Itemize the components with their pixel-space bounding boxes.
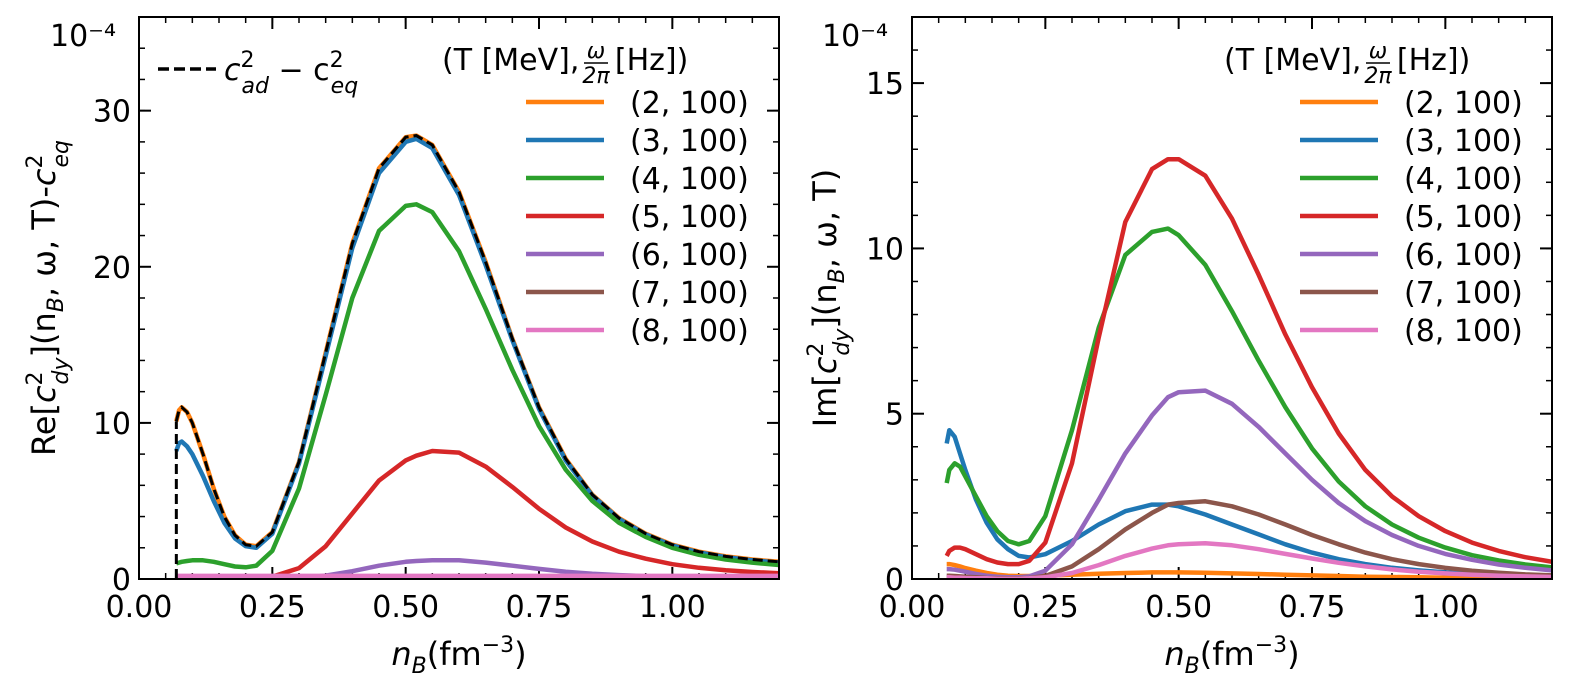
left-y-axis-label: Re[c2dy](nB, ω, T)-c2eq bbox=[23, 140, 74, 456]
series-line-4 bbox=[944, 156, 1552, 567]
series-line-1 bbox=[946, 561, 1552, 579]
x-tick-label: 1.00 bbox=[639, 590, 706, 625]
reference-series-line bbox=[174, 134, 779, 564]
legend-label-2: (3, 100) bbox=[1404, 124, 1523, 159]
right-panel: 10⁻⁴ 0.00 0.25 0.50 0.75 1.00 0 5 10 15 (T [MeV]… bbox=[804, 16, 1553, 679]
left-tick-labels: 0.00 0.25 0.50 0.75 1.00 0 10 20 30 bbox=[93, 95, 706, 625]
legend-label-2: (3, 100) bbox=[630, 124, 749, 159]
series-line-3 bbox=[175, 202, 779, 570]
left-axes-frame bbox=[138, 16, 780, 580]
legend-label-3: (4, 100) bbox=[630, 162, 749, 197]
legend-label-6: (7, 100) bbox=[630, 276, 749, 311]
right-axes-frame bbox=[911, 16, 1553, 580]
legend-label-1: (2, 100) bbox=[630, 86, 749, 121]
y-tick-label: 5 bbox=[885, 398, 904, 433]
legend-label-4: (5, 100) bbox=[630, 200, 749, 235]
left-x-axis-label: nB(fm−3) bbox=[391, 633, 526, 679]
series-line-4 bbox=[176, 448, 779, 579]
right-legend-title: (T [MeV], [Hz]) bbox=[1224, 43, 1470, 78]
legend-label-7: (8, 100) bbox=[630, 314, 749, 349]
y-tick-label: 10 bbox=[93, 407, 131, 442]
right-y-axis-label: Im[c2dy](nB, ω, T) bbox=[804, 169, 855, 428]
series-line-5 bbox=[946, 388, 1552, 579]
x-tick-label: 0.50 bbox=[1145, 590, 1212, 625]
x-tick-label: 0.25 bbox=[239, 590, 306, 625]
legend-label-5: (6, 100) bbox=[1404, 238, 1523, 273]
y-tick-label: 0 bbox=[885, 563, 904, 598]
legend-label-5: (6, 100) bbox=[630, 238, 749, 273]
right-series-lines bbox=[944, 156, 1552, 579]
y-tick-label: 0 bbox=[112, 563, 131, 598]
left-legend-frac-den: 2π bbox=[582, 64, 610, 89]
legend-label-3: (4, 100) bbox=[1404, 162, 1523, 197]
left-panel: 10⁻⁴ 0.00 0.25 0.50 0.75 1.00 0 10 20 30 c2 ad − … bbox=[23, 16, 780, 679]
x-tick-label: 0.50 bbox=[372, 590, 439, 625]
series-line-3 bbox=[944, 226, 1552, 570]
x-tick-label: 1.00 bbox=[1412, 590, 1479, 625]
left-legend-frac-num: ω bbox=[587, 39, 605, 64]
legend-label-1: (2, 100) bbox=[1404, 86, 1523, 121]
right-x-axis-label: nB(fm−3) bbox=[1164, 633, 1299, 679]
y-tick-label: 10 bbox=[866, 232, 904, 267]
y-tick-label: 20 bbox=[93, 251, 131, 286]
left-legend-title: (T [MeV], [Hz]) bbox=[442, 43, 688, 78]
legend-label-7: (8, 100) bbox=[1404, 314, 1523, 349]
x-tick-label: 0.25 bbox=[1012, 590, 1079, 625]
right-legend: (2, 100)(3, 100)(4, 100)(5, 100)(6, 100)… bbox=[1300, 86, 1523, 349]
right-tick-labels: 0.00 0.25 0.50 0.75 1.00 0 5 10 15 bbox=[866, 67, 1479, 625]
left-exponent-label: 10⁻⁴ bbox=[50, 19, 116, 54]
x-tick-label: 0.00 bbox=[879, 590, 946, 625]
y-tick-label: 30 bbox=[93, 95, 131, 130]
x-tick-label: 0.75 bbox=[1279, 590, 1346, 625]
legend-label-4: (5, 100) bbox=[1404, 200, 1523, 235]
left-reference-legend: c2 ad − c2 eq bbox=[158, 48, 358, 99]
x-tick-label: 0.00 bbox=[106, 590, 173, 625]
x-tick-label: 0.75 bbox=[506, 590, 573, 625]
left-legend: (2, 100)(3, 100)(4, 100)(5, 100)(6, 100)… bbox=[526, 86, 749, 349]
y-tick-label: 15 bbox=[866, 67, 904, 102]
right-exponent-label: 10⁻⁴ bbox=[822, 19, 888, 54]
legend-label-6: (7, 100) bbox=[1404, 276, 1523, 311]
reference-legend-label: c2 ad − c2 eq bbox=[224, 48, 358, 99]
right-legend-frac-den: 2π bbox=[1364, 64, 1392, 89]
right-legend-frac-num: ω bbox=[1369, 39, 1387, 64]
